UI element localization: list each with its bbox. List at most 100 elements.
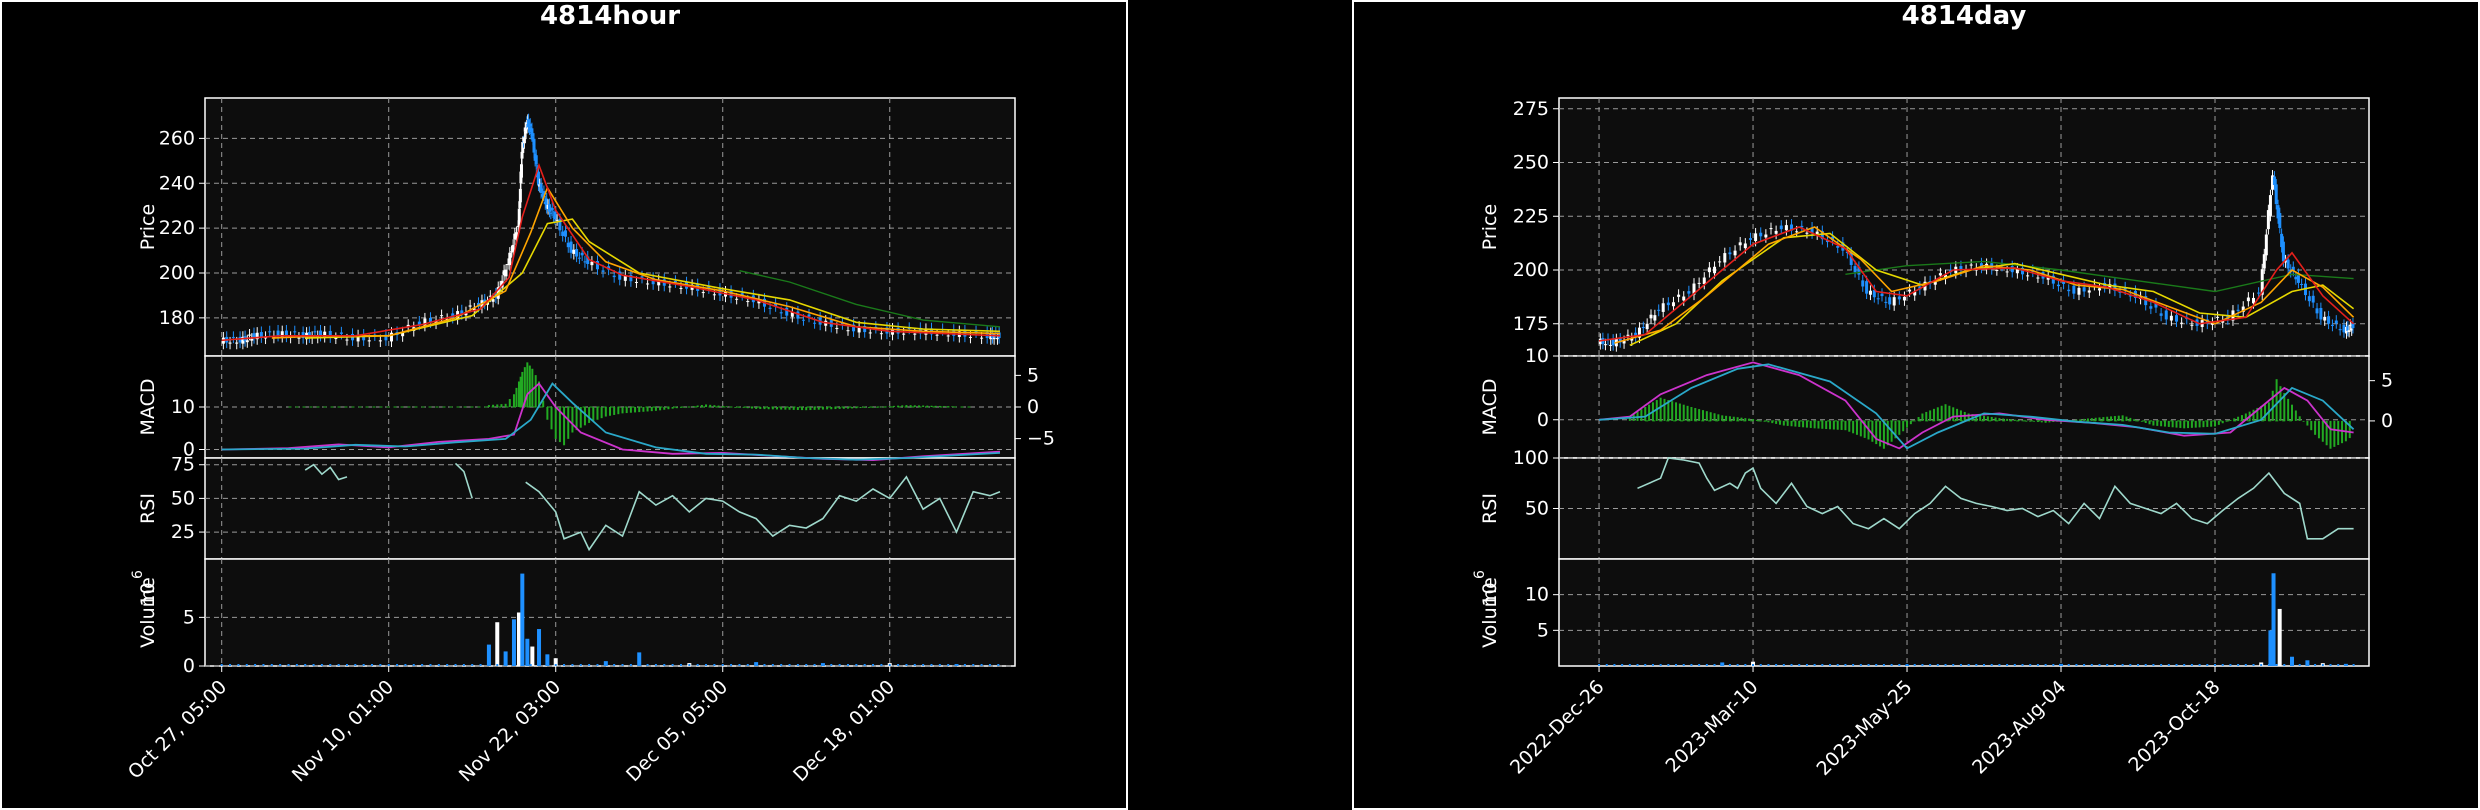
macd-hist-bar: [901, 405, 904, 407]
macd-hist-bar: [2306, 420, 2309, 426]
volume-base-bar: [1775, 664, 1778, 666]
day-figure: 4814day 175 200 225 250 275 Price 0 10 MACD 50 100 R…: [1352, 0, 2480, 810]
macd-hist-bar: [1983, 415, 1986, 421]
candle-body: [586, 256, 590, 265]
candle-body: [284, 330, 288, 337]
macd-hist-bar: [2160, 420, 2163, 427]
candle-body: [521, 142, 525, 153]
macd-hist-bar: [659, 407, 662, 411]
volume-base-bar: [2237, 664, 2240, 666]
macd-hist-bar: [872, 407, 875, 408]
candle-body: [1748, 238, 1752, 240]
hour-figure: 4814hour 180 200 220 240 260 Price 0 10 MACD 25 50 7…: [0, 0, 1128, 810]
candle-body: [2338, 329, 2342, 331]
candle-body: [646, 283, 650, 285]
macd-hist-bar: [1932, 408, 1935, 421]
candle-body: [902, 333, 906, 335]
macd-hist-bar: [943, 406, 946, 407]
candle-body: [992, 338, 996, 340]
volume-ytick-label: 5: [183, 606, 195, 628]
macd-hist-bar: [1667, 400, 1670, 421]
rsi-ytick-label: 50: [1525, 498, 1549, 520]
macd-hist-bar: [1678, 403, 1681, 421]
candle-body: [735, 298, 739, 300]
candle-body: [527, 119, 531, 128]
macd-hist-bar: [2337, 420, 2340, 446]
candle-body: [1784, 225, 1788, 231]
candle-body: [1876, 298, 1880, 300]
candle-body: [785, 307, 789, 316]
macd-hist-bar: [2002, 418, 2005, 421]
macd-hist-bar: [1709, 412, 1712, 421]
macd-hist-bar: [951, 406, 954, 408]
candle-body: [580, 252, 584, 256]
macd-hist-bar: [1752, 419, 1755, 421]
macd-ytick-label: 10: [171, 396, 195, 418]
macd-hist-bar: [2094, 417, 2097, 421]
candle-body: [530, 128, 534, 137]
candle-body: [1774, 230, 1778, 234]
candle-body: [1868, 290, 1872, 295]
volume-bar: [511, 619, 516, 666]
macd-hist-bar: [1994, 417, 1997, 421]
volume-base-bar: [1667, 664, 1670, 666]
candle-body: [1645, 323, 1649, 330]
macd-hist-bar: [642, 407, 645, 412]
candle-body: [518, 201, 522, 208]
ma-long-line: [739, 270, 1001, 328]
macd-hist-bar: [2214, 420, 2217, 427]
candle-body: [1892, 297, 1896, 306]
volume-base-bar: [1705, 664, 1708, 666]
candle-body: [532, 138, 536, 153]
candle-body: [1880, 293, 1884, 297]
candle-body: [1649, 314, 1653, 319]
candle-body: [362, 334, 366, 341]
volume-base-bar: [554, 664, 557, 666]
volume-base-bar: [2121, 664, 2124, 666]
volume-base-bar: [2144, 664, 2147, 666]
volume-base-bar: [563, 664, 566, 666]
candle-body: [1810, 227, 1814, 234]
macd-hist-bar: [621, 407, 624, 414]
macd-hist-bar: [2044, 420, 2047, 423]
price-ytick-label: 240: [159, 172, 195, 194]
volume-base-bar: [1728, 664, 1731, 666]
macd-hist-bar: [897, 405, 900, 407]
volume-base-bar: [362, 664, 365, 666]
macd-hist-bar: [1813, 420, 1816, 429]
macd-hist-bar: [1698, 409, 1701, 421]
macd-hist-bar: [821, 407, 824, 410]
macd-hist-bar: [1875, 420, 1878, 445]
candle-body: [1634, 332, 1638, 337]
candle-body: [1754, 233, 1758, 241]
volume-base-bar: [947, 664, 950, 666]
volume-base-bar: [2090, 664, 2093, 666]
macd-hist-bar: [1936, 407, 1939, 421]
macd-hist-bar: [788, 407, 791, 410]
candle-body: [2216, 316, 2220, 318]
candle-body: [1671, 302, 1675, 307]
volume-ytick-label: 0: [183, 655, 195, 677]
candle-body: [1764, 234, 1768, 238]
macd-hist-bar: [2048, 420, 2051, 423]
macd-hist-bar: [528, 365, 531, 407]
candle-body: [935, 334, 939, 336]
candle-body: [2062, 280, 2066, 284]
volume-bar: [525, 638, 530, 666]
candle-body: [549, 212, 553, 214]
macd-hist-bar: [2102, 417, 2105, 421]
macd-hist-bar: [2217, 420, 2220, 425]
macd-hist-bar: [2079, 419, 2082, 421]
volume-base-bar: [721, 664, 724, 666]
volume-base-bar: [270, 664, 273, 666]
macd-hist-bar: [1986, 416, 1989, 421]
candle-body: [629, 274, 633, 282]
macd-hist-bar: [2283, 393, 2286, 421]
volume-base-bar: [2321, 664, 2324, 666]
macd-hist-bar: [1798, 420, 1801, 427]
macd-hist-bar: [2040, 420, 2043, 423]
volume-base-bar: [755, 664, 758, 666]
volume-base-bar: [2229, 664, 2232, 666]
candle-body: [2077, 287, 2081, 295]
volume-base-bar: [1790, 664, 1793, 666]
